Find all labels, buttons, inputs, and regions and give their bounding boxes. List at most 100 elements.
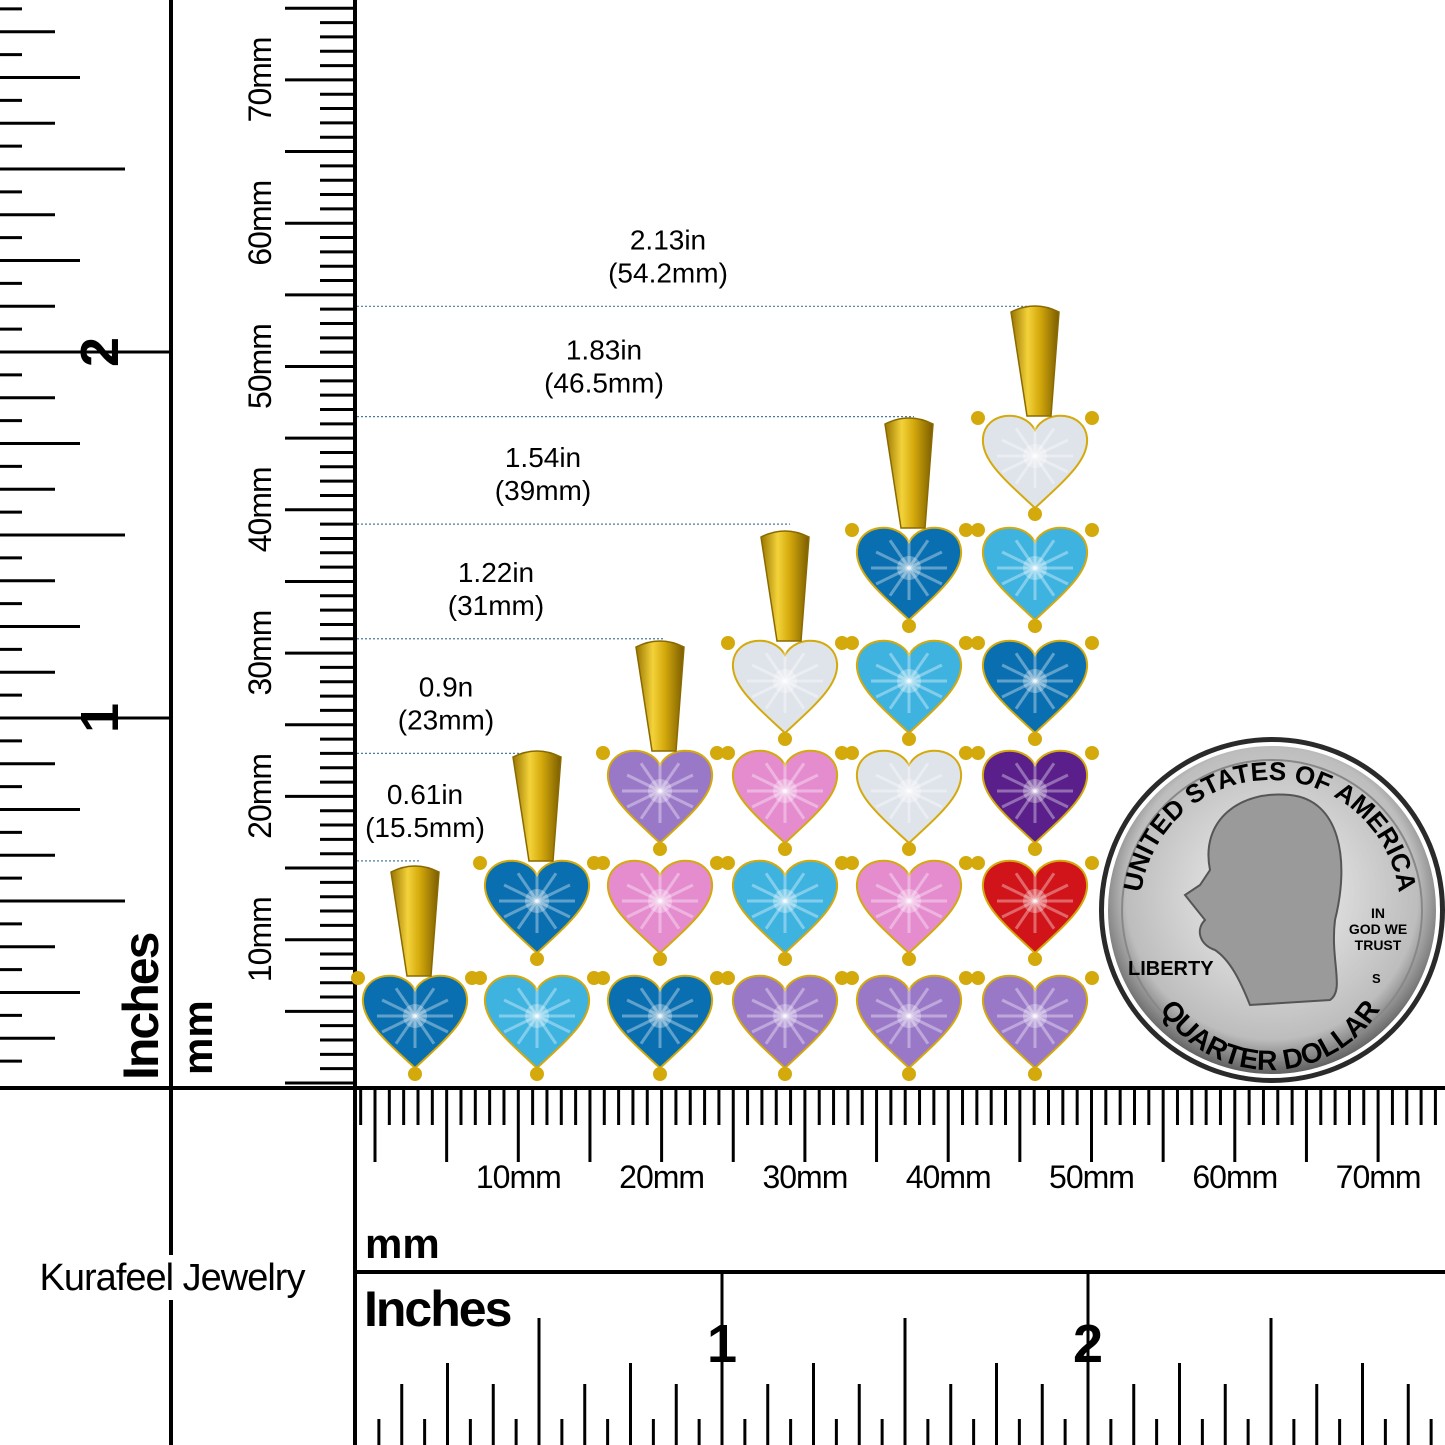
- prong: [1085, 523, 1099, 537]
- heart-stone: [971, 971, 1099, 1081]
- washington-portrait: [1183, 793, 1343, 1007]
- gold-bail: [1010, 305, 1060, 417]
- coin-motto-2: GOD WE: [1349, 921, 1407, 937]
- prong: [845, 746, 859, 760]
- prong: [596, 856, 610, 870]
- prong: [971, 971, 985, 985]
- prong: [653, 1067, 667, 1081]
- height-inches-label: 0.9n: [419, 671, 474, 702]
- pendant: [971, 305, 1099, 1081]
- prong: [778, 1067, 792, 1081]
- prong: [596, 746, 610, 760]
- height-mm-label: (23mm): [398, 704, 494, 735]
- mm-tick-label: 40mm: [906, 1159, 991, 1195]
- gold-bail: [760, 530, 810, 642]
- prong: [835, 746, 849, 760]
- inch-unit-label-vertical: Inches: [113, 933, 169, 1080]
- heart-stone: [721, 971, 849, 1081]
- prong: [721, 636, 735, 650]
- heart-stone: [971, 856, 1099, 966]
- prong: [845, 971, 859, 985]
- prong: [653, 842, 667, 856]
- heart-stone: [845, 636, 973, 746]
- prong: [710, 856, 724, 870]
- inch-tick-label: 1: [707, 1314, 737, 1374]
- prong: [1085, 636, 1099, 650]
- mm-tick-label: 30mm: [762, 1159, 847, 1195]
- heart-stone: [845, 746, 973, 856]
- prong: [1085, 746, 1099, 760]
- heart-stone: [596, 746, 724, 856]
- mm-tick-label: 20mm: [242, 754, 278, 839]
- prong: [845, 856, 859, 870]
- pendant: [473, 750, 601, 1081]
- prong: [473, 971, 487, 985]
- mm-tick-label: 20mm: [619, 1159, 704, 1195]
- prong: [835, 636, 849, 650]
- coin-mint: S: [1372, 971, 1381, 986]
- pendant: [721, 530, 849, 1081]
- mm-tick-label: 40mm: [242, 467, 278, 552]
- gold-bail: [635, 640, 685, 752]
- heart-stone: [721, 746, 849, 856]
- prong: [845, 523, 859, 537]
- prong: [1028, 842, 1042, 856]
- heart-stone: [971, 411, 1099, 521]
- prong: [971, 856, 985, 870]
- prong: [971, 636, 985, 650]
- prong: [721, 746, 735, 760]
- prong: [902, 619, 916, 633]
- prong: [845, 636, 859, 650]
- prong: [959, 636, 973, 650]
- pendant: [845, 417, 973, 1081]
- coin-motto-1: IN: [1371, 905, 1385, 921]
- prong: [351, 971, 365, 985]
- prong: [835, 971, 849, 985]
- mm-tick-label: 10mm: [242, 897, 278, 982]
- pendants: [351, 305, 1099, 1081]
- heart-stone: [721, 856, 849, 966]
- prong: [971, 411, 985, 425]
- prong: [1028, 952, 1042, 966]
- height-mm-label: (54.2mm): [608, 257, 728, 288]
- height-inches-label: 1.22in: [458, 557, 534, 588]
- prong: [835, 856, 849, 870]
- mm-tick-label: 60mm: [242, 181, 278, 266]
- prong: [778, 952, 792, 966]
- prong: [710, 746, 724, 760]
- mm-tick-label: 30mm: [242, 611, 278, 696]
- inch-tick-label: 2: [1073, 1314, 1103, 1374]
- pendant: [351, 865, 479, 1081]
- prong: [1028, 732, 1042, 746]
- inch-unit-label-horizontal: Inches: [364, 1281, 511, 1337]
- heart-stone: [351, 971, 479, 1081]
- prong: [710, 971, 724, 985]
- heart-stone: [971, 523, 1099, 633]
- mm-unit-label-vertical: mm: [174, 1000, 221, 1075]
- prong: [902, 952, 916, 966]
- height-inches-label: 1.83in: [566, 335, 642, 366]
- heart-stone: [845, 523, 973, 633]
- height-mm-label: (31mm): [448, 590, 544, 621]
- mm-tick-label: 70mm: [1336, 1159, 1421, 1195]
- height-mm-label: (46.5mm): [544, 368, 664, 399]
- prong: [778, 732, 792, 746]
- prong: [778, 842, 792, 856]
- heart-stone: [473, 856, 601, 966]
- prong: [1028, 1067, 1042, 1081]
- prong: [902, 842, 916, 856]
- height-inches-label: 0.61in: [387, 779, 463, 810]
- prong: [596, 971, 610, 985]
- coin-motto-3: TRUST: [1355, 937, 1402, 953]
- prong: [971, 523, 985, 537]
- prong: [959, 856, 973, 870]
- prong: [902, 732, 916, 746]
- prong: [408, 1067, 422, 1081]
- mm-tick-label: 50mm: [242, 324, 278, 409]
- height-mm-label: (39mm): [495, 475, 591, 506]
- prong: [1028, 619, 1042, 633]
- gold-bail: [884, 417, 934, 529]
- heart-stone: [596, 856, 724, 966]
